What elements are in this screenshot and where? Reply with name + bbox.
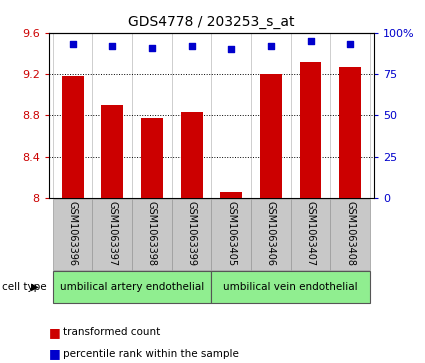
Text: percentile rank within the sample: percentile rank within the sample [63,349,239,359]
Point [188,43,195,49]
Text: umbilical artery endothelial: umbilical artery endothelial [60,282,204,292]
Text: ▶: ▶ [31,282,39,292]
Title: GDS4778 / 203253_s_at: GDS4778 / 203253_s_at [128,15,295,29]
Text: umbilical vein endothelial: umbilical vein endothelial [224,282,358,292]
FancyBboxPatch shape [330,199,370,270]
Point [267,43,274,49]
FancyBboxPatch shape [251,199,291,270]
FancyBboxPatch shape [53,271,212,303]
Text: GSM1063396: GSM1063396 [68,201,78,266]
Text: GSM1063398: GSM1063398 [147,201,157,266]
Text: transformed count: transformed count [63,327,160,337]
FancyBboxPatch shape [93,199,132,270]
FancyBboxPatch shape [291,199,330,270]
Text: GSM1063397: GSM1063397 [108,201,117,266]
Text: GSM1063399: GSM1063399 [187,201,197,266]
FancyBboxPatch shape [53,199,93,270]
Bar [102,105,123,198]
Text: cell type: cell type [2,282,47,292]
Text: GSM1063408: GSM1063408 [345,201,355,266]
Point [69,41,76,47]
Point [307,38,314,44]
Bar [141,118,163,198]
FancyBboxPatch shape [212,271,370,303]
Bar [260,74,282,198]
Text: GSM1063407: GSM1063407 [306,201,315,266]
Text: GSM1063406: GSM1063406 [266,201,276,266]
Text: GSM1063405: GSM1063405 [226,201,236,266]
Point [149,45,156,50]
Bar [220,192,242,198]
Bar [62,76,84,198]
FancyBboxPatch shape [212,199,251,270]
Text: ■: ■ [49,326,61,339]
FancyBboxPatch shape [132,199,172,270]
Text: ■: ■ [49,347,61,360]
Point [347,41,354,47]
FancyBboxPatch shape [172,199,212,270]
Bar [181,112,203,198]
Point [109,43,116,49]
Bar [300,62,321,198]
Point [228,46,235,52]
Bar [339,67,361,198]
